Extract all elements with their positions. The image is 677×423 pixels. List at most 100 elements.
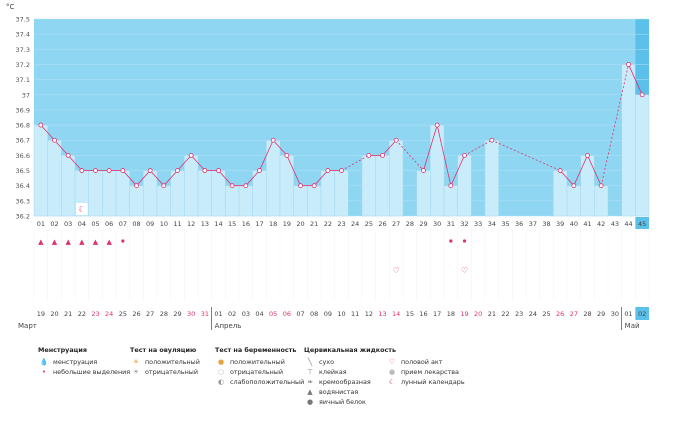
y-tick-label: 36.9: [16, 106, 30, 114]
temperature-bar: [238, 185, 253, 217]
legend-item: ☀ отрицательный: [130, 367, 200, 377]
cycle-day-label: 35: [501, 220, 509, 228]
temperature-bar: [334, 170, 349, 217]
cycle-day-label: 38: [542, 220, 550, 228]
legend-pregnancy: Тест на беременность ● положительный ○ отр…: [215, 346, 304, 387]
negative-preg-icon: ○: [217, 368, 225, 376]
temperature-segment: [587, 155, 602, 186]
date-label: 22: [501, 310, 509, 318]
cycle-day-label: 02: [50, 220, 58, 228]
temperature-bar: [484, 140, 499, 217]
negative-test-icon: ☀: [132, 368, 140, 376]
legend-item: ╲ сухо: [304, 357, 396, 367]
highlight-day-box: [635, 217, 649, 229]
date-label: 04: [255, 310, 263, 318]
legend-label: отрицательный: [145, 368, 198, 376]
temperature-point: [366, 152, 372, 158]
temperature-bar: [566, 185, 581, 217]
temperature-point: [298, 183, 303, 189]
moon-marker-bg: [76, 203, 88, 215]
temperature-point: [134, 183, 139, 189]
y-tick-label: 36.6: [16, 152, 30, 160]
temperature-point: [585, 152, 590, 158]
spotting-icon: [449, 239, 453, 243]
spotting-icon: •: [41, 368, 47, 376]
legend-label: отрицательный: [230, 368, 283, 376]
date-label: 07: [296, 310, 304, 318]
pill-icon: ●: [388, 368, 396, 376]
cycle-day-label: 03: [64, 220, 72, 228]
date-label: 29: [173, 310, 181, 318]
y-tick-label: 36.2: [16, 213, 30, 221]
temperature-segment: [149, 170, 165, 186]
legend-other: ♡ половой акт ● прием лекарства ☾ лунный ка…: [386, 357, 465, 387]
legend-item: ○ отрицательный: [215, 367, 304, 377]
temperature-segment: [122, 170, 137, 186]
date-label: 30: [611, 310, 619, 318]
y-tick-label: 36.7: [16, 137, 30, 145]
temperature-segment: [382, 139, 397, 156]
spotting-icon: [121, 239, 125, 243]
month-label: Март: [18, 322, 37, 330]
date-label: 09: [324, 310, 332, 318]
cycle-day-label: 24: [351, 220, 359, 228]
temperature-point: [147, 168, 153, 173]
legend-item: ♡ половой акт: [386, 357, 465, 367]
cycle-day-label: 29: [419, 220, 427, 228]
temperature-segment: [464, 139, 493, 156]
date-label: 26: [556, 310, 564, 318]
date-label: 23: [515, 310, 523, 318]
cycle-day-label: 28: [406, 220, 414, 228]
temperature-point: [270, 137, 276, 143]
date-label: 19: [460, 310, 468, 318]
temperature-bar: [361, 155, 376, 217]
cycle-day-label: 19: [283, 220, 291, 228]
cycle-day-label: 22: [324, 220, 332, 228]
cycle-day-label: 36: [515, 220, 523, 228]
cycle-day-label: 13: [201, 220, 209, 228]
date-label: 15: [406, 310, 414, 318]
eggwhite-icon: ●: [306, 398, 314, 406]
temperature-bar: [129, 185, 144, 217]
temperature-segment: [177, 155, 192, 171]
cycle-day-label: 40: [570, 220, 578, 228]
legend-item: ● яичный белок: [304, 397, 396, 407]
y-tick-label: 37.4: [16, 31, 30, 39]
legend-title: Цервикальная жидкость: [304, 346, 397, 354]
temperature-segment: [573, 155, 588, 186]
temperature-point: [571, 183, 577, 189]
temperature-bar: [156, 185, 171, 217]
date-label: 24: [105, 310, 113, 318]
legend-menstruation: Менструация 💧 менструация • небольшие выде…: [38, 346, 130, 377]
weak-preg-icon: ◐: [217, 378, 225, 386]
y-tick-label: 37.3: [16, 46, 30, 54]
temperature-bar: [279, 155, 294, 217]
temperature-point: [339, 168, 344, 173]
temperature-segment: [395, 139, 424, 171]
cycle-day-label: 01: [37, 220, 45, 228]
temperature-segment: [136, 170, 151, 186]
temperature-point: [489, 137, 495, 143]
temperature-bar: [184, 155, 199, 217]
temperature-point: [325, 168, 331, 173]
heart-icon: ♡: [461, 266, 468, 275]
date-label: 19: [37, 310, 45, 318]
temperature-segment: [628, 64, 643, 95]
temperature-bar: [61, 155, 76, 217]
date-label: 06: [283, 310, 291, 318]
temperature-point: [639, 92, 645, 98]
date-label: 24: [529, 310, 537, 318]
legend-label: сухо: [319, 358, 334, 366]
positive-test-icon: ☀: [132, 358, 140, 366]
temperature-segment: [245, 170, 260, 186]
y-tick-label: 36.5: [16, 167, 30, 175]
legend-label: небольшие выделения: [53, 368, 131, 376]
cycle-day-label: 27: [392, 220, 400, 228]
temperature-point: [626, 62, 631, 67]
date-label: 25: [542, 310, 550, 318]
temperature-bar: [580, 155, 595, 217]
date-label: 20: [474, 310, 482, 318]
date-label: 28: [583, 310, 591, 318]
legend-label: клейкая: [319, 368, 347, 376]
temperature-segment: [163, 170, 178, 186]
